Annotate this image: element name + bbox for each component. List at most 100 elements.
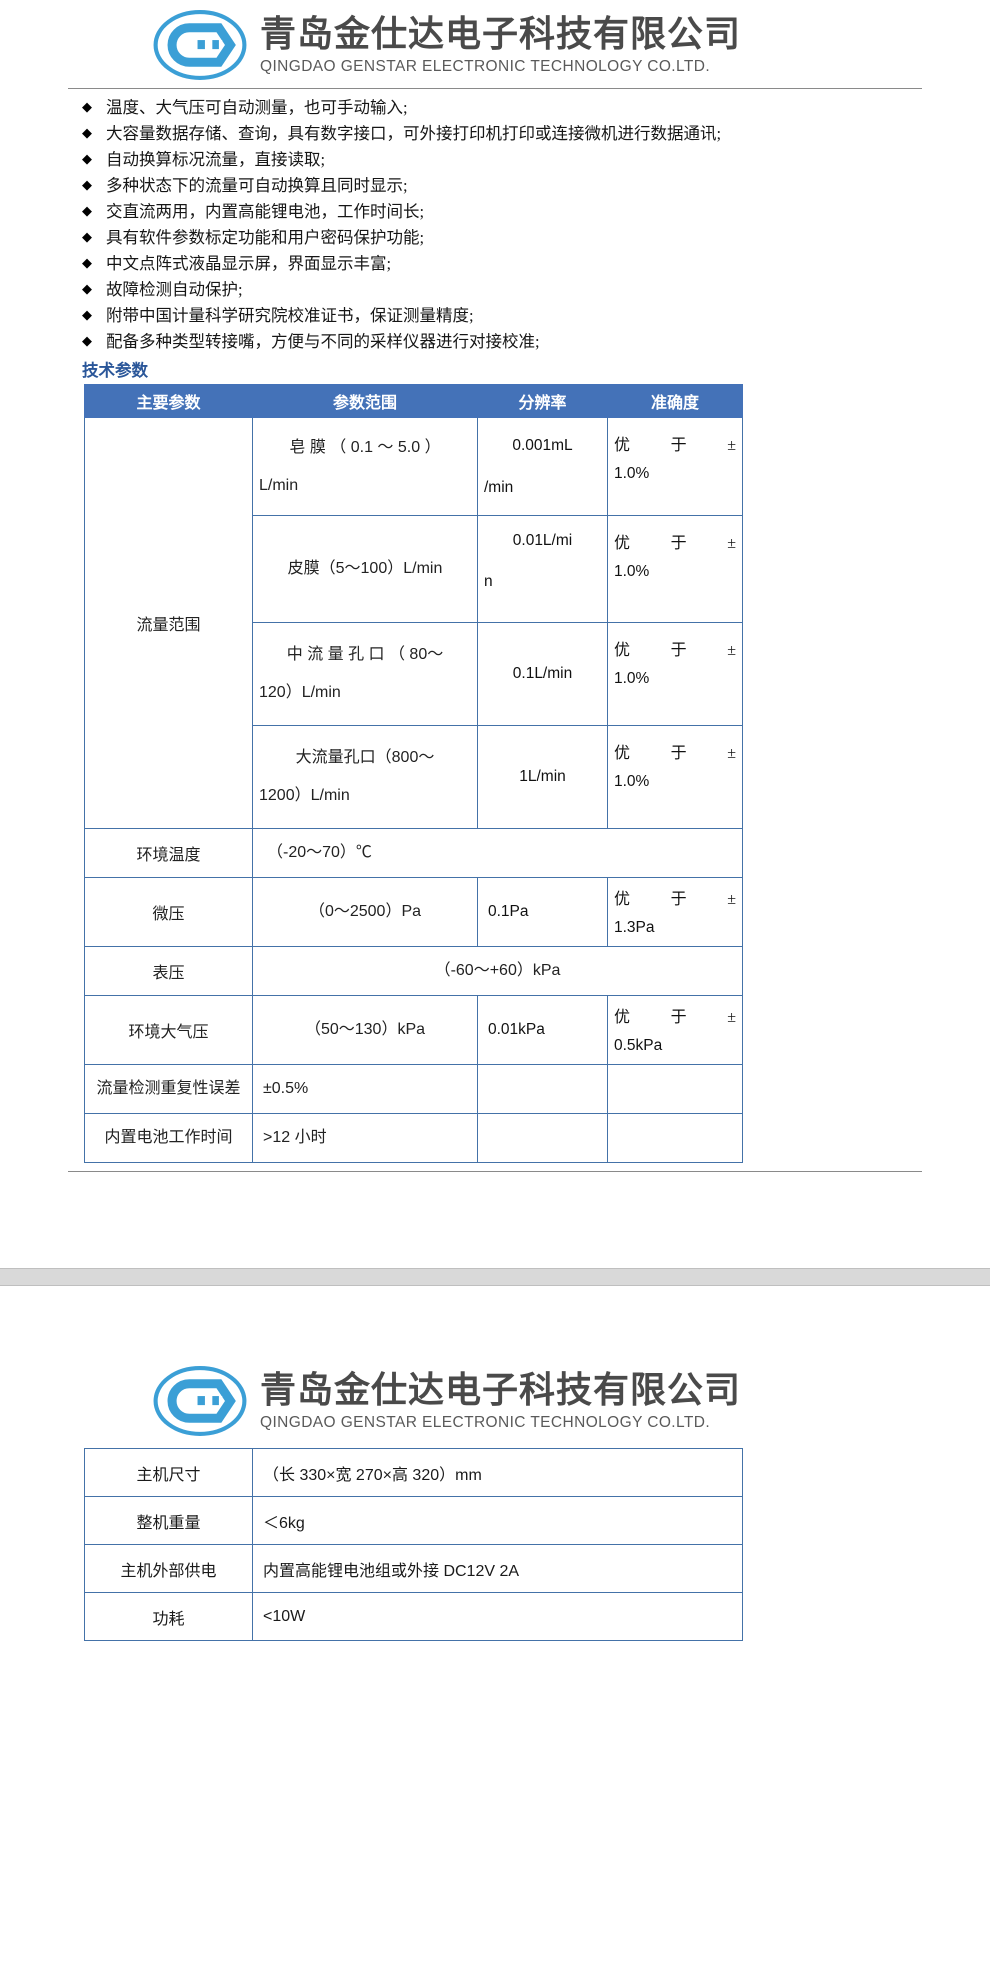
cell-range: 中 流 量 孔 口 （ 80～ 120）L/min <box>252 622 478 726</box>
list-item: ◆ 大容量数据存储、查询，具有数字接口，可外接打印机打印或连接微机进行数据通讯; <box>82 121 930 147</box>
section-title-technical-parameters: 技术参数 <box>82 361 148 380</box>
feature-list: ◆ 温度、大气压可自动测量，也可手动输入; ◆ 大容量数据存储、查询，具有数字接口，… <box>0 95 990 355</box>
table-row: 内置电池工作时间 >12 小时 <box>84 1113 743 1163</box>
cell-resolution: 1L/min <box>477 725 608 829</box>
cell-flow-range-label: 流量范围 <box>84 417 253 829</box>
page-break-band <box>0 1268 990 1286</box>
cell-range-line1: 中 流 量 孔 口 （ 80～ <box>286 646 444 663</box>
cell-accuracy-line1: 优 于 ± <box>614 891 736 908</box>
cell-parameter-name: 主机尺寸 <box>84 1448 253 1497</box>
cell-value: （长 330×宽 270×高 320）mm <box>252 1448 743 1497</box>
cell-range: 大流量孔口（800～ 1200）L/min <box>252 725 478 829</box>
column-header-accuracy: 准确度 <box>607 384 743 418</box>
cell-resolution: 0.1Pa <box>477 877 608 947</box>
company-name-en: QINGDAO GENSTAR ELECTRONIC TECHNOLOGY CO… <box>260 1413 711 1431</box>
table-row: 大流量孔口（800～ 1200）L/min 1L/min 优 于 ± 1.0% <box>85 725 743 829</box>
cell-resolution <box>477 1064 608 1114</box>
header-divider <box>68 88 922 89</box>
cell-accuracy: 优 于 ± 1.0% <box>607 515 743 623</box>
cell-accuracy-line2: 1.0% <box>614 670 650 687</box>
cell-range-line1: 皂 膜 （ 0.1 ～ 5.0 ） <box>289 438 441 456</box>
cell-accuracy: 优 于 ± 1.3Pa <box>607 877 743 947</box>
cell-parameter-name: 功耗 <box>84 1592 253 1641</box>
spec-table-wrapper: 主要参数 参数范围 分辨率 准确度 流量范围 皂 膜 （ 0.1 ～ 5.0 ）… <box>0 384 990 1163</box>
list-item-text: 交直流两用，内置高能锂电池，工作时间长; <box>106 202 425 221</box>
page-gap-spacer-2 <box>0 1286 990 1356</box>
cell-range: （50～130）kPa <box>252 995 478 1065</box>
list-item-text: 中文点阵式液晶显示屏，界面显示丰富; <box>106 254 392 273</box>
cell-accuracy: 优 于 ± 1.0% <box>607 417 743 516</box>
cell-range-line1: 皮膜（5～100）L/min <box>287 560 443 577</box>
cell-accuracy-line2: 1.3Pa <box>614 919 655 936</box>
cell-resolution: 0.01kPa <box>477 995 608 1065</box>
list-item: ◆ 配备多种类型转接嘴，方便与不同的采样仪器进行对接校准; <box>82 329 930 355</box>
page-header-top: 青岛金仕达电子科技有限公司 QINGDAO GENSTAR ELECTRONIC… <box>0 0 990 86</box>
list-item: ◆ 多种状态下的流量可自动换算且同时显示; <box>82 173 930 199</box>
cell-parameter-name: 主机外部供电 <box>84 1544 253 1593</box>
diamond-bullet-icon: ◆ <box>82 308 92 323</box>
cell-range-line2: 120）L/min <box>259 684 341 701</box>
diamond-bullet-icon: ◆ <box>82 256 92 271</box>
cell-range-line1: 大流量孔口（800～ <box>295 749 435 766</box>
cell-range: >12 小时 <box>252 1113 478 1163</box>
list-item: ◆ 温度、大气压可自动测量，也可手动输入; <box>82 95 930 121</box>
cell-resolution-line2: /min <box>484 478 514 496</box>
table-row: 皮膜（5～100）L/min 0.01L/mi n 优 于 ± 1.0% <box>85 515 743 623</box>
page-bottom-divider <box>68 1171 922 1172</box>
page-header-bottom: 青岛金仕达电子科技有限公司 QINGDAO GENSTAR ELECTRONIC… <box>0 1356 990 1442</box>
list-item: ◆ 附带中国计量科学研究院校准证书，保证测量精度; <box>82 303 930 329</box>
column-header-parameter-range: 参数范围 <box>252 384 478 418</box>
genstar-logo-icon <box>150 1364 250 1438</box>
cell-resolution <box>477 1113 608 1163</box>
cell-resolution: 0.001mL /min <box>477 417 608 516</box>
cell-resolution: 0.01L/mi n <box>477 515 608 623</box>
table-row: 表压 （-60～+60）kPa <box>84 946 743 996</box>
cell-parameter-name: 微压 <box>84 877 253 947</box>
cell-range: 皂 膜 （ 0.1 ～ 5.0 ） L/min <box>252 417 478 516</box>
list-item: ◆ 交直流两用，内置高能锂电池，工作时间长; <box>82 199 930 225</box>
list-item-text: 配备多种类型转接嘴，方便与不同的采样仪器进行对接校准; <box>106 332 540 351</box>
cell-accuracy: 优 于 ± 0.5kPa <box>607 995 743 1065</box>
list-item-text: 多种状态下的流量可自动换算且同时显示; <box>106 176 408 195</box>
cell-resolution-line1: 0.1L/min <box>512 665 573 682</box>
table-row: 主机外部供电 内置高能锂电池组或外接 DC12V 2A <box>84 1544 743 1593</box>
genstar-logo-icon <box>150 8 250 82</box>
cell-accuracy-line1: 优 于 ± <box>614 745 736 762</box>
cell-accuracy-line1: 优 于 ± <box>614 437 736 454</box>
table-row: 功耗 <10W <box>84 1592 743 1641</box>
cell-parameter-name: 环境大气压 <box>84 995 253 1065</box>
table-row: 环境大气压 （50～130）kPa 0.01kPa 优 于 ± 0.5kPa <box>84 995 743 1065</box>
cell-parameter-name: 环境温度 <box>84 828 253 878</box>
cell-range: （0～2500）Pa <box>252 877 478 947</box>
list-item-text: 具有软件参数标定功能和用户密码保护功能; <box>106 228 425 247</box>
diamond-bullet-icon: ◆ <box>82 100 92 115</box>
list-item: ◆ 中文点阵式液晶显示屏，界面显示丰富; <box>82 251 930 277</box>
list-item-text: 故障检测自动保护; <box>106 280 243 299</box>
cell-resolution-line1: 0.001mL <box>512 436 573 454</box>
cell-range-line2: 1200）L/min <box>259 787 350 804</box>
cell-accuracy-line1: 优 于 ± <box>614 1009 736 1026</box>
cell-range: 皮膜（5～100）L/min <box>252 515 478 623</box>
diamond-bullet-icon: ◆ <box>82 126 92 141</box>
list-item-text: 自动换算标况流量，直接读取; <box>106 150 326 169</box>
cell-value: <10W <box>252 1592 743 1641</box>
page-gap-spacer <box>0 1178 990 1268</box>
table-row: 整机重量 ＜6kg <box>84 1496 743 1545</box>
cell-parameter-name: 整机重量 <box>84 1496 253 1545</box>
cell-value: 内置高能锂电池组或外接 DC12V 2A <box>252 1544 743 1593</box>
list-item-text: 大容量数据存储、查询，具有数字接口，可外接打印机打印或连接微机进行数据通讯; <box>106 124 722 143</box>
cell-parameter-name: 内置电池工作时间 <box>84 1113 253 1163</box>
company-name-en: QINGDAO GENSTAR ELECTRONIC TECHNOLOGY CO… <box>260 57 711 75</box>
table-row: 流量检测重复性误差 ±0.5% <box>84 1064 743 1114</box>
diamond-bullet-icon: ◆ <box>82 152 92 167</box>
cell-resolution: 0.1L/min <box>477 622 608 726</box>
company-name-cn: 青岛金仕达电子科技有限公司 <box>260 13 742 55</box>
cell-parameter-name: 流量检测重复性误差 <box>84 1064 253 1114</box>
cell-value: ＜6kg <box>252 1496 743 1545</box>
list-item-text: 附带中国计量科学研究院校准证书，保证测量精度; <box>106 306 474 325</box>
diamond-bullet-icon: ◆ <box>82 230 92 245</box>
cell-range: ±0.5% <box>252 1064 478 1114</box>
list-item: ◆ 故障检测自动保护; <box>82 277 930 303</box>
cell-accuracy-line2: 0.5kPa <box>614 1037 663 1054</box>
